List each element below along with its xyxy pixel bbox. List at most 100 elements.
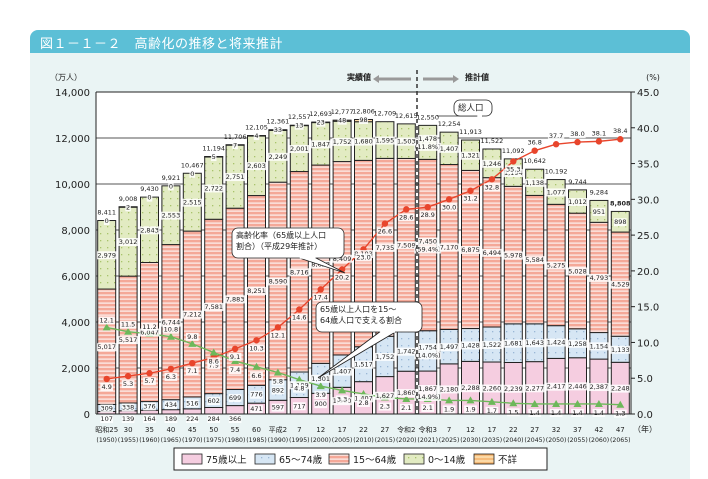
total-label: 12,615 bbox=[395, 112, 418, 120]
support-ratio-label: 4.8 bbox=[294, 385, 304, 393]
total-label: 11,194 bbox=[202, 145, 225, 153]
support-ratio-point bbox=[594, 399, 603, 407]
legend-swatch bbox=[254, 453, 276, 465]
x-tick-label: 7 bbox=[447, 426, 451, 434]
x-tick-year: (2040) bbox=[503, 437, 524, 444]
bar-value-label-bg bbox=[396, 137, 417, 146]
y-left-tick-label: 12,000 bbox=[55, 134, 90, 145]
support-ratio-label: 2.8 bbox=[358, 399, 368, 407]
bar-value-label: 5,978 bbox=[504, 252, 523, 260]
bar-value-label: 1,681 bbox=[504, 340, 523, 348]
aging-rate-point bbox=[167, 365, 175, 373]
bar-value-label: 2,260 bbox=[483, 385, 502, 393]
support-ratio-label-bg bbox=[185, 332, 199, 341]
aging-rate-label: 17.4 bbox=[313, 293, 327, 301]
support-ratio-label: 3.9 bbox=[316, 391, 326, 399]
support-ratio-label: 2.1 bbox=[401, 404, 411, 412]
bar-value-label: 1,497 bbox=[440, 343, 459, 351]
bar-value-label: 2 bbox=[126, 203, 130, 211]
bar-value-label: 376 bbox=[143, 402, 155, 410]
x-tick-year: (1980) bbox=[225, 437, 246, 444]
x-tick-label: 30 bbox=[124, 426, 133, 434]
bar-value-label-bg bbox=[503, 384, 524, 393]
aging-rate-label: 12.1 bbox=[271, 331, 285, 339]
bar-value-label: 471 bbox=[250, 405, 262, 413]
y-right-tick-label: 25.0 bbox=[637, 231, 659, 242]
bar-value-label: 224 bbox=[186, 415, 198, 423]
aging-rate-label-bg bbox=[376, 227, 394, 236]
bar-value-label-bg bbox=[414, 351, 442, 360]
total-label: 9,744 bbox=[568, 178, 587, 186]
lines bbox=[102, 136, 625, 408]
aging-rate-label: 30.0 bbox=[442, 203, 456, 211]
bar-value-label-bg bbox=[588, 273, 609, 282]
bar-value-label-bg bbox=[353, 137, 374, 146]
x-tick-year: (2035) bbox=[482, 437, 503, 444]
bar-value-label: 107 bbox=[100, 415, 112, 423]
aging-rate-point bbox=[296, 306, 303, 313]
support-ratio-label-bg bbox=[464, 405, 477, 414]
support-ratio-label-bg bbox=[571, 408, 584, 417]
bar-value-label: 898 bbox=[614, 218, 626, 226]
bar-value-label-bg bbox=[332, 367, 353, 376]
bar-value-label-bg bbox=[588, 383, 609, 392]
bar-value-label: 1,752 bbox=[376, 353, 395, 361]
bar-value-label: 2,843 bbox=[140, 226, 159, 234]
support-ratio-point bbox=[124, 327, 133, 335]
bar-value-label: 699 bbox=[229, 394, 241, 402]
bar-value-label-bg bbox=[100, 404, 114, 413]
bar-value-label-bg bbox=[168, 182, 174, 191]
x-tick-label: 令和3 bbox=[418, 425, 436, 434]
bar-value-label-bg bbox=[316, 118, 326, 127]
aging-rate-label: 31.2 bbox=[463, 195, 477, 203]
bar-value-label: 7,212 bbox=[183, 311, 202, 319]
y-right-tick-label: 0.0 bbox=[637, 410, 653, 421]
support-ratio-label: 1.4 bbox=[594, 409, 604, 417]
support-ratio-point bbox=[166, 332, 175, 340]
aging-rate-label: 38.1 bbox=[592, 129, 606, 137]
bar-value-label: 7,170 bbox=[440, 243, 459, 251]
y-left-tick-label: 6,000 bbox=[61, 272, 90, 283]
bar-value-label: 0 bbox=[147, 194, 151, 202]
aging-rate-label-bg bbox=[462, 194, 479, 203]
aging-rate-point bbox=[124, 372, 132, 380]
title-bar: 図１－１－２ 高齢化の推移と将来推計 bbox=[30, 30, 690, 53]
total-population-callout-text: 総人口 bbox=[458, 103, 484, 114]
aging-rate-label: 20.2 bbox=[335, 273, 349, 281]
bar-value-label-bg bbox=[314, 400, 328, 409]
support-ratio-label: 1.4 bbox=[551, 409, 561, 417]
bar-value-label: 98 bbox=[359, 116, 367, 124]
bar-value-label: 1,627 bbox=[376, 392, 395, 400]
actual-values-label: 実績値 bbox=[347, 72, 371, 82]
x-tick-year: (2021) bbox=[417, 437, 438, 444]
bar-value-label-bg bbox=[592, 207, 606, 216]
legend-label: 15〜64歳 bbox=[353, 454, 397, 466]
legend-label: 65〜74歳 bbox=[279, 454, 323, 466]
bar-value-label-bg bbox=[546, 261, 567, 270]
bar-value-label: 1,428 bbox=[461, 341, 480, 349]
bar-value-label: 0 bbox=[169, 182, 173, 190]
total-label: 8,808 bbox=[610, 199, 631, 207]
bar-value-label: 0 bbox=[105, 217, 109, 225]
aging-rate-point bbox=[574, 138, 581, 146]
bar-value-label-bg bbox=[524, 256, 545, 265]
bar-value-label: 2,277 bbox=[525, 384, 544, 392]
support-ratio-label: 7.4 bbox=[230, 366, 240, 374]
aging-rate-label: 6.3 bbox=[166, 373, 176, 381]
legend-swatch bbox=[473, 453, 495, 465]
x-tick-label: 47 bbox=[616, 426, 625, 434]
bar-value-label-bg bbox=[481, 341, 502, 350]
bar-value-label: 1,246 bbox=[483, 160, 502, 168]
aging-rate-label-bg bbox=[207, 361, 221, 370]
aging-rate-label: 5.3 bbox=[123, 380, 133, 388]
support-ratio-label: 3.3 bbox=[337, 395, 347, 403]
aging-rate-label-bg bbox=[505, 165, 522, 174]
bar-value-label: 1,424 bbox=[547, 339, 566, 347]
bar-value-label-bg bbox=[96, 343, 117, 352]
x-tick-label: 37 bbox=[573, 426, 582, 434]
legend-swatch bbox=[181, 453, 203, 465]
bar-value-label-bg bbox=[610, 345, 631, 354]
bar-value-label-bg bbox=[121, 403, 135, 412]
bar-value-label: 1,742 bbox=[397, 348, 416, 356]
aging-rate-label: 26.6 bbox=[378, 228, 392, 236]
